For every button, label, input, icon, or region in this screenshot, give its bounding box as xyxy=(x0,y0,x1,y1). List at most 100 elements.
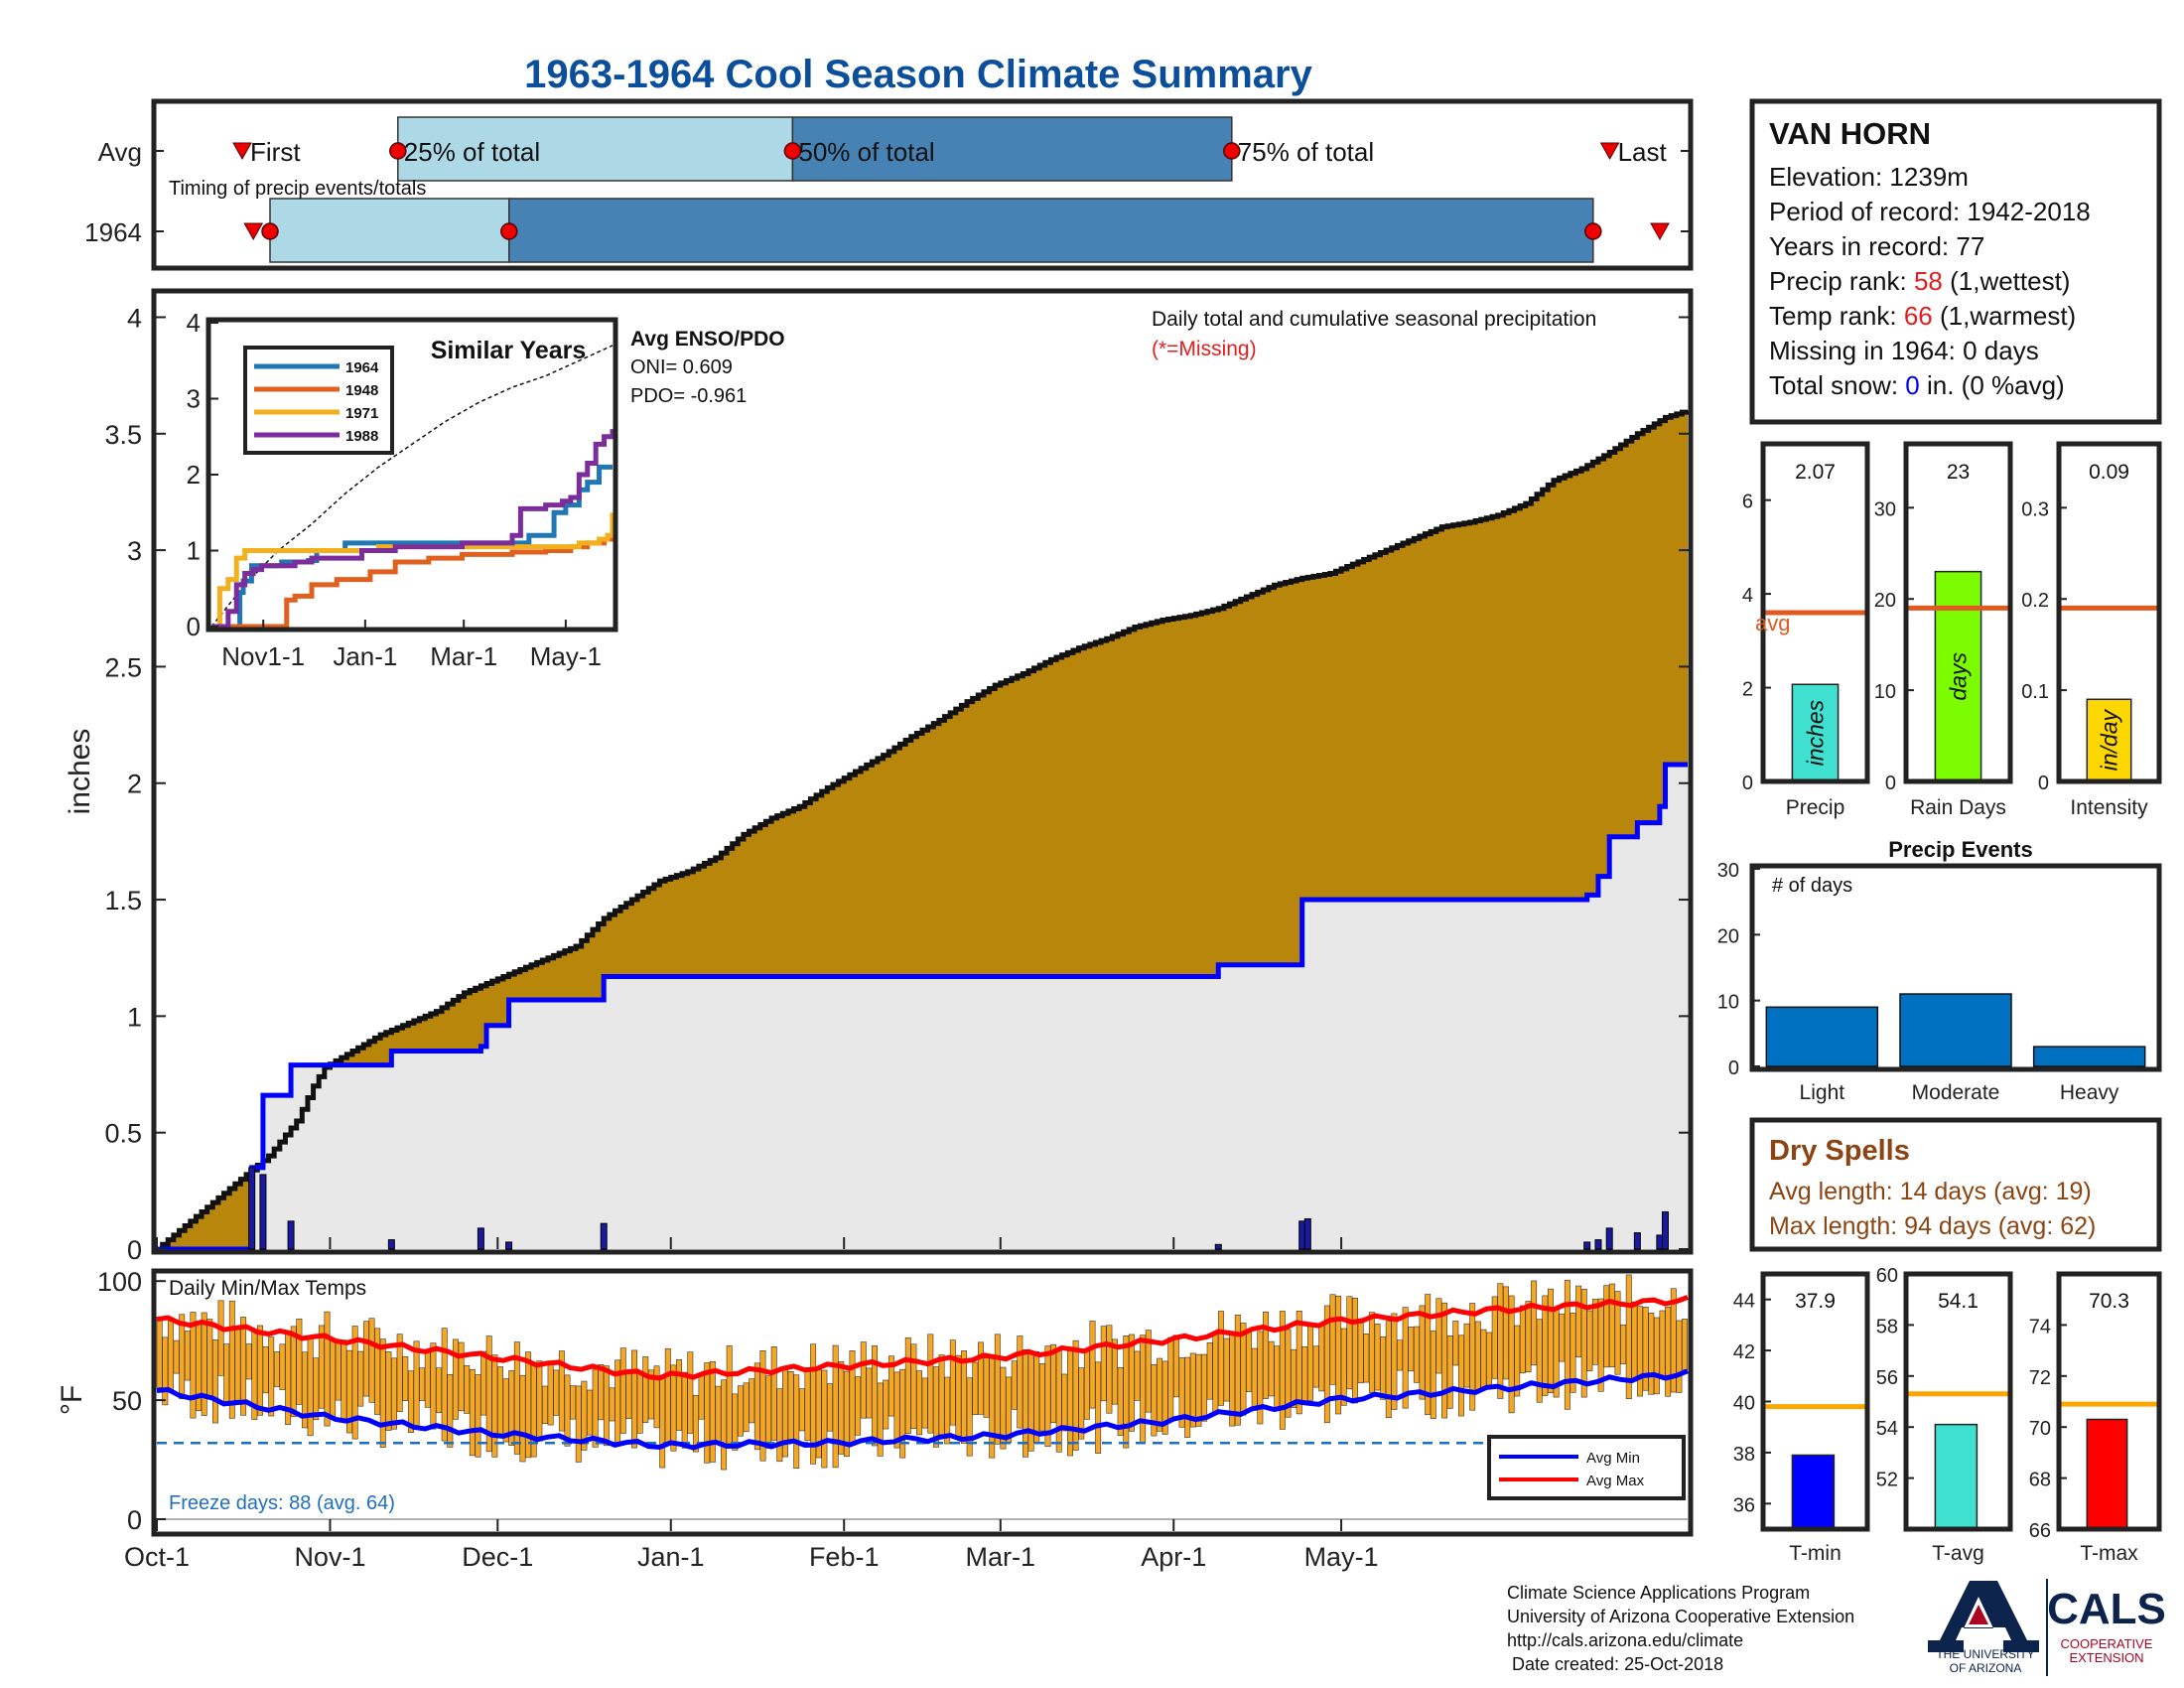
daily-temp-range-bar xyxy=(1268,1340,1275,1397)
daily-temp-range-bar xyxy=(1457,1335,1464,1417)
month-tick-label: Oct-1 xyxy=(124,1542,190,1572)
daily-temp-range-bar xyxy=(324,1311,331,1427)
station-elevation: Elevation: 1239m xyxy=(1769,162,1969,192)
daily-temp-range-bar xyxy=(1603,1285,1610,1368)
inset-xtick-label: Mar-1 xyxy=(430,641,497,671)
daily-temp-range-bar xyxy=(1536,1319,1543,1403)
cals-line-1: COOPERATIVE xyxy=(2061,1636,2153,1651)
daily-temp-range-bar xyxy=(234,1329,241,1401)
daily-temp-range-bar xyxy=(1474,1321,1481,1392)
inset-title: Similar Years xyxy=(431,337,587,364)
daily-temp-range-bar xyxy=(715,1385,722,1444)
daily-temp-range-bar xyxy=(385,1351,392,1431)
similar-years-inset: 0 1 2 3 4 Nov1-1 Jan-1 Mar-1 May-1 Similar Years… xyxy=(187,308,618,671)
daily-temp-range-bar xyxy=(547,1362,554,1426)
daily-temp-range-bar xyxy=(184,1331,191,1381)
daily-temp-range-bar xyxy=(379,1338,386,1448)
daily-temp-range-bar xyxy=(575,1385,582,1463)
daily-temp-range-bar xyxy=(1329,1294,1336,1385)
daily-temp-range-bar xyxy=(636,1370,643,1434)
daily-temp-range-bar xyxy=(749,1378,755,1424)
daily-temp-range-bar xyxy=(1089,1321,1096,1409)
daily-temp-range-bar xyxy=(776,1388,783,1463)
timing-1964-marker-p50 xyxy=(500,222,518,240)
daily-temp-range-bar xyxy=(1519,1305,1526,1374)
daily-temp-range-bar xyxy=(1223,1337,1230,1402)
rain-days-unit-label: days xyxy=(1946,652,1972,701)
daily-temp-range-bar xyxy=(553,1369,560,1416)
footer-line-4: Date created: 25-Oct-2018 xyxy=(1507,1654,1723,1674)
daily-precip-bar xyxy=(1594,1239,1602,1250)
daily-temp-range-bar xyxy=(313,1357,320,1421)
temps-legend-box xyxy=(1487,1435,1686,1500)
daily-temp-range-bar xyxy=(1318,1324,1325,1392)
similar-years-line-1948 xyxy=(211,535,615,630)
inset-ytick-label: 1 xyxy=(187,536,201,566)
daily-temp-range-bar xyxy=(916,1370,923,1436)
precip-main-missing-note: (*=Missing) xyxy=(1152,338,1257,360)
ua-logo-line-2: OF ARIZONA xyxy=(1950,1661,2022,1675)
precip-total-frame xyxy=(1760,441,1870,784)
daily-temp-range-bar xyxy=(464,1365,471,1414)
rain-days-ytick-label: 10 xyxy=(1874,681,1896,703)
footer-credits: Climate Science Applications Program Uni… xyxy=(1507,1583,1854,1674)
daily-temp-range-bar xyxy=(1620,1324,1627,1364)
inset-ytick-label: 0 xyxy=(187,612,201,641)
daily-temp-range-bar xyxy=(1548,1288,1554,1393)
timing-panel: Avg 1964 Timing of precip events/totals … xyxy=(84,98,1694,271)
similar-years-legend: 1964 1948 1971 1988 xyxy=(243,346,394,455)
precip-total-value-label: 2.07 xyxy=(1795,461,1836,484)
daily-temp-range-bar xyxy=(1446,1336,1453,1409)
daily-temp-range-bar xyxy=(899,1368,906,1459)
daily-temp-range-bar xyxy=(256,1325,263,1416)
daily-temp-range-bar xyxy=(447,1373,454,1448)
daily-temp-range-bar xyxy=(1380,1336,1387,1400)
inset-ytick-label: 3 xyxy=(187,384,201,414)
intensity-ytick-label: 0.3 xyxy=(2021,498,2049,520)
daily-temp-range-bar xyxy=(1463,1323,1470,1388)
daily-temp-range-bar xyxy=(458,1341,465,1412)
timing-avg-triangle-last xyxy=(1599,142,1620,161)
daily-temp-range-bar xyxy=(1033,1350,1040,1444)
daily-temp-range-bar xyxy=(273,1351,280,1387)
daily-temp-range-bar xyxy=(1435,1298,1442,1374)
precip-total-ytick-label: 4 xyxy=(1742,585,1753,607)
temps-panel: 0 50 100 Daily Min/Max Temps °F Freeze day… xyxy=(56,1267,1694,1537)
daily-temp-range-bar xyxy=(1106,1325,1113,1414)
precip-events-plot: Light Moderate Heavy 0 10 20 30 xyxy=(1717,860,2146,1104)
month-tick-label: Dec-1 xyxy=(462,1542,533,1572)
daily-temp-range-bar xyxy=(1653,1317,1660,1395)
daily-temp-range-bar xyxy=(179,1314,186,1400)
daily-temp-range-bar xyxy=(542,1385,548,1425)
daily-temp-range-bar xyxy=(211,1339,218,1424)
daily-temp-range-bar xyxy=(335,1339,341,1401)
t-max-ytick-label: 68 xyxy=(2029,1470,2051,1491)
dry-spells-avg-length: Avg length: 14 days (avg: 19) xyxy=(1769,1178,2092,1205)
daily-temp-range-bar xyxy=(910,1343,917,1430)
daily-temp-range-bar xyxy=(972,1361,979,1416)
daily-temp-range-bar xyxy=(1575,1285,1582,1357)
daily-temp-range-bar xyxy=(798,1388,805,1432)
daily-temp-range-bar xyxy=(430,1342,437,1430)
daily-temp-range-bar xyxy=(1027,1352,1034,1452)
t-avg-ytick-label: 54 xyxy=(1876,1418,1898,1440)
month-tick-label: May-1 xyxy=(1304,1542,1379,1572)
daily-temp-range-bar xyxy=(413,1340,420,1430)
cals-line-2: EXTENSION xyxy=(2069,1650,2143,1665)
timing-1964-box-25-50 xyxy=(269,198,510,263)
daily-temp-range-bar xyxy=(855,1376,862,1436)
precip-total-unit-label: inches xyxy=(1803,699,1829,766)
cumulative-1964-area xyxy=(157,764,1688,1249)
daily-temp-range-bar xyxy=(206,1319,213,1400)
daily-temp-range-bar xyxy=(904,1336,911,1434)
dry-spells-max-length: Max length: 94 days (avg: 62) xyxy=(1769,1212,2096,1240)
precip-events-ytick-label: 30 xyxy=(1717,860,1739,882)
daily-temp-range-bar xyxy=(1206,1341,1213,1400)
precip-main-frame xyxy=(151,288,1694,1255)
month-tick-label: Feb-1 xyxy=(809,1542,880,1572)
daily-temp-range-bar xyxy=(1682,1319,1689,1370)
t-max-bar xyxy=(2086,1418,2128,1530)
timing-labels: First 25% of total 50% of total 75% of t… xyxy=(250,137,1668,167)
daily-temp-range-bar xyxy=(201,1312,207,1416)
daily-temp-range-bar xyxy=(330,1338,337,1418)
